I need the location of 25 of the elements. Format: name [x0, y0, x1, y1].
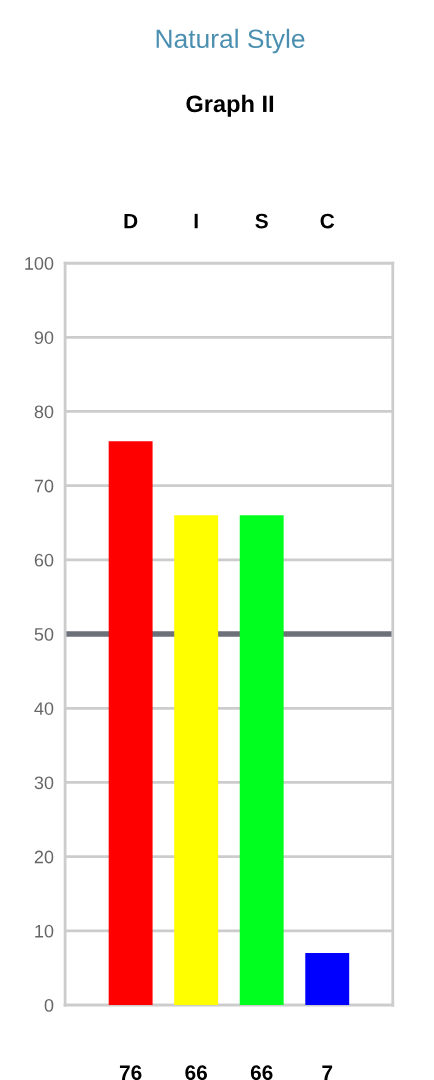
x-tick-label: C	[320, 213, 335, 229]
y-tick-label: 10	[35, 924, 54, 938]
x-tick-label: D	[124, 213, 138, 229]
x-tick-label: S	[255, 213, 268, 229]
bar	[305, 953, 350, 1006]
y-tick-label: 20	[34, 850, 54, 864]
data-label: 7	[322, 1065, 333, 1080]
y-tick-label: 30	[34, 776, 54, 790]
y-tick-label: 100	[25, 257, 54, 270]
y-tick-label: 90	[34, 331, 54, 344]
chart-subtitle: Graph II	[186, 94, 274, 117]
chart-title: Natural Style	[156, 28, 305, 54]
x-tick-label: I	[194, 213, 198, 229]
data-label: 66	[185, 1065, 207, 1080]
bar	[174, 515, 219, 1006]
bar	[108, 441, 153, 1006]
bar	[239, 515, 284, 1006]
y-tick-label: 0	[44, 998, 54, 1012]
y-tick-label: 40	[34, 702, 54, 715]
y-tick-label: 80	[34, 405, 54, 419]
data-label: 66	[250, 1065, 273, 1080]
y-tick-label: 50	[34, 628, 54, 641]
y-tick-label: 60	[34, 553, 54, 567]
y-tick-label: 70	[34, 479, 54, 493]
data-label: 76	[119, 1065, 142, 1080]
